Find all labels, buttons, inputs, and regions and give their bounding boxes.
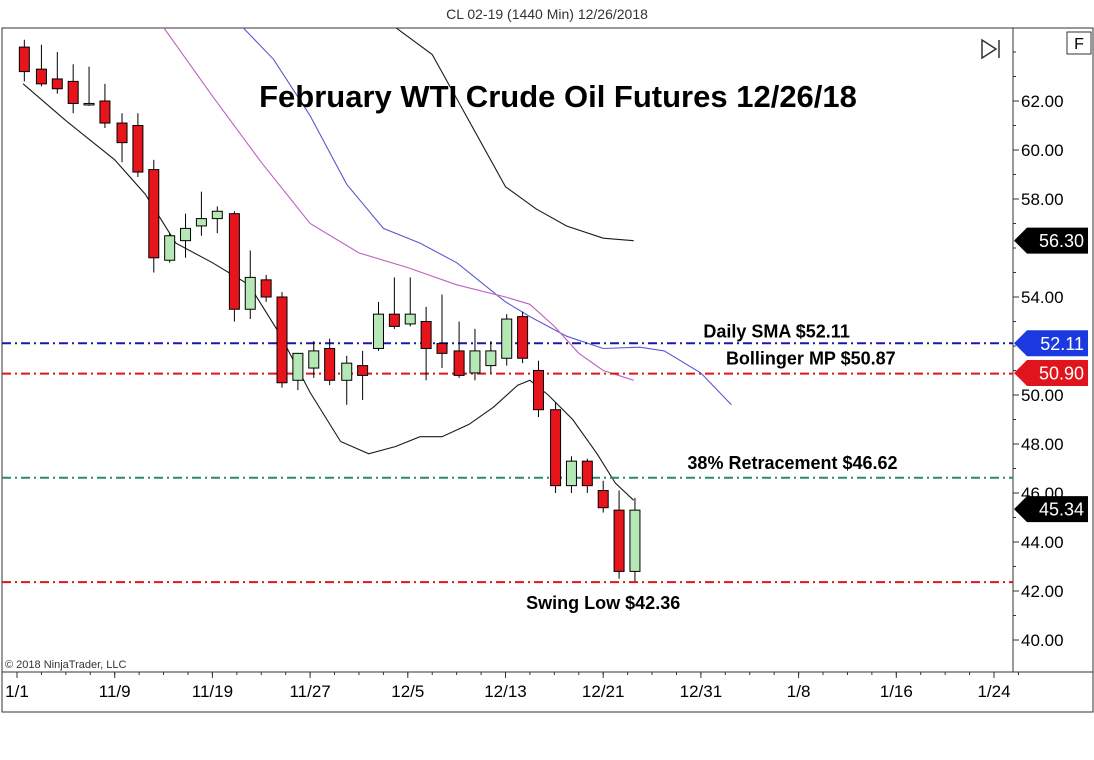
candle-up[interactable] (372, 301, 384, 351)
candle-up[interactable] (565, 456, 577, 493)
candle-down[interactable] (613, 490, 625, 579)
candle-up[interactable] (469, 328, 481, 381)
candle-down[interactable] (517, 311, 529, 364)
candle-down[interactable] (388, 277, 400, 329)
candle-down[interactable] (228, 211, 240, 322)
y-tick-label: 62.00 (1021, 92, 1064, 111)
candle-down[interactable] (99, 83, 111, 128)
candle-down[interactable] (132, 113, 144, 177)
x-tick-label: 1/8 (787, 682, 811, 701)
y-tick-label: 40.00 (1021, 631, 1064, 650)
candle-down[interactable] (67, 64, 79, 114)
candle-up[interactable] (341, 355, 353, 405)
candle-down[interactable] (453, 321, 465, 378)
x-tick-label: 1/1 (5, 682, 29, 701)
candle-down[interactable] (260, 274, 272, 302)
price-marker: 45.34 (1014, 496, 1088, 523)
chart-title: February WTI Crude Oil Futures 12/26/18 (259, 79, 857, 114)
price-marker-label: 50.90 (1039, 363, 1084, 383)
price-marker: 56.30 (1014, 227, 1088, 254)
candle-up[interactable] (404, 277, 416, 327)
candle-down[interactable] (116, 113, 128, 163)
price-marker: 50.90 (1014, 359, 1088, 386)
candle-down[interactable] (436, 294, 448, 369)
moving-average-line (395, 28, 634, 242)
moving-average-line (242, 28, 732, 406)
candle-down[interactable] (51, 52, 63, 94)
candle-down[interactable] (357, 350, 369, 400)
x-axis-ticks: 1/1 11/9 11/19 11/27 12/5 12/13 12/21 12/31 1/8 1… (5, 672, 1019, 701)
candle-down[interactable] (581, 458, 593, 493)
scroll-to-end-icon[interactable] (981, 38, 1000, 60)
price-marker-label: 56.30 (1039, 231, 1084, 251)
moving-average-line (22, 83, 635, 501)
f-button[interactable]: F (1066, 31, 1092, 55)
price-marker-label: 45.34 (1039, 500, 1084, 520)
level-label: Bollinger MP $50.87 (726, 349, 896, 369)
y-tick-label: 54.00 (1021, 288, 1064, 307)
candle-down[interactable] (276, 292, 288, 388)
y-tick-label: 50.00 (1021, 386, 1064, 405)
x-tick-label: 12/5 (391, 682, 424, 701)
x-tick-label: 12/21 (582, 682, 625, 701)
candle-up[interactable] (501, 314, 513, 366)
candle-down[interactable] (597, 480, 609, 513)
y-tick-label: 48.00 (1021, 435, 1064, 454)
price-markers: 56.30 52.11 50.90 45.34 (1014, 227, 1088, 523)
price-marker: 52.11 (1014, 330, 1088, 357)
candle-down[interactable] (420, 306, 432, 381)
x-tick-label: 12/31 (680, 682, 723, 701)
x-tick-label: 1/24 (977, 682, 1010, 701)
x-tick-label: 11/27 (289, 682, 330, 701)
candle-up[interactable] (83, 66, 95, 106)
candle-up[interactable] (211, 206, 223, 234)
candle-down[interactable] (35, 44, 47, 87)
candle-down[interactable] (550, 402, 562, 493)
candle-down[interactable] (148, 159, 160, 273)
level-label: Daily SMA $52.11 (703, 321, 849, 341)
x-tick-label: 11/19 (192, 682, 233, 701)
candle-up[interactable] (195, 191, 207, 236)
copyright-notice: © 2018 NinjaTrader, LLC (5, 659, 126, 671)
price-marker-label: 52.11 (1040, 334, 1084, 354)
candlesticks (18, 39, 641, 582)
candle-down[interactable] (532, 360, 544, 418)
level-label: 38% Retracement $46.62 (687, 453, 897, 473)
y-tick-label: 58.00 (1021, 190, 1064, 209)
candle-up[interactable] (164, 233, 176, 263)
candle-down[interactable] (18, 39, 30, 82)
x-tick-label: 12/13 (484, 682, 527, 701)
level-label: Swing Low $42.36 (526, 593, 680, 613)
candle-up[interactable] (485, 341, 497, 373)
y-tick-label: 44.00 (1021, 533, 1064, 552)
moving-average-line (163, 28, 634, 381)
chart-header: CL 02-19 (1440 Min) 12/26/2018 (446, 6, 648, 22)
f-button-label: F (1074, 36, 1084, 53)
candle-up[interactable] (180, 213, 192, 258)
horizontal-levels: Daily SMA $52.11 Bollinger MP $50.87 38% R… (2, 321, 1013, 613)
x-tick-label: 1/16 (880, 682, 913, 701)
candle-up[interactable] (629, 497, 641, 582)
candle-up[interactable] (244, 250, 256, 320)
moving-averages (22, 28, 732, 501)
candle-up[interactable] (292, 352, 304, 391)
candle-up[interactable] (308, 341, 320, 378)
x-tick-label: 11/9 (99, 682, 131, 701)
time-axis-panel (1, 671, 1094, 713)
candle-down[interactable] (324, 338, 336, 386)
y-tick-label: 42.00 (1021, 582, 1064, 601)
y-tick-label: 60.00 (1021, 141, 1064, 160)
